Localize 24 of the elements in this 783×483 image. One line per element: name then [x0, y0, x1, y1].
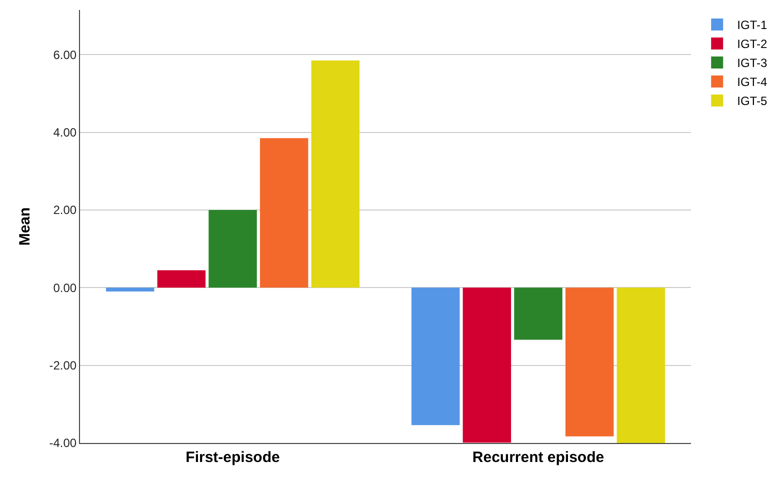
bar: [411, 288, 460, 426]
y-tick-label: -2.00: [49, 358, 77, 373]
x-tick-label: First-episode: [186, 449, 280, 466]
y-tick-label: 6.00: [53, 48, 77, 62]
bar: [565, 288, 614, 436]
bar: [157, 270, 206, 288]
bar: [514, 288, 562, 340]
legend-label: IGT-4: [737, 75, 768, 90]
legend-label: IGT-2: [737, 37, 768, 52]
legend-label: IGT-3: [737, 56, 768, 70]
y-tick-label: 4.00: [53, 126, 77, 140]
x-tick-label: Recurrent episode: [472, 449, 604, 466]
y-tick-label: 2.00: [53, 203, 77, 218]
y-tick-label: -4.00: [49, 436, 77, 450]
y-axis-title: Mean: [16, 207, 34, 246]
bar: [311, 60, 360, 288]
bar: [616, 288, 666, 443]
legend-label: IGT-1: [737, 18, 768, 32]
bar: [260, 138, 308, 288]
y-tick-label: 0.00: [53, 280, 77, 295]
bar: [462, 288, 512, 443]
bar: [208, 210, 257, 288]
legend-label: IGT-5: [737, 94, 768, 108]
bar: [106, 288, 154, 292]
